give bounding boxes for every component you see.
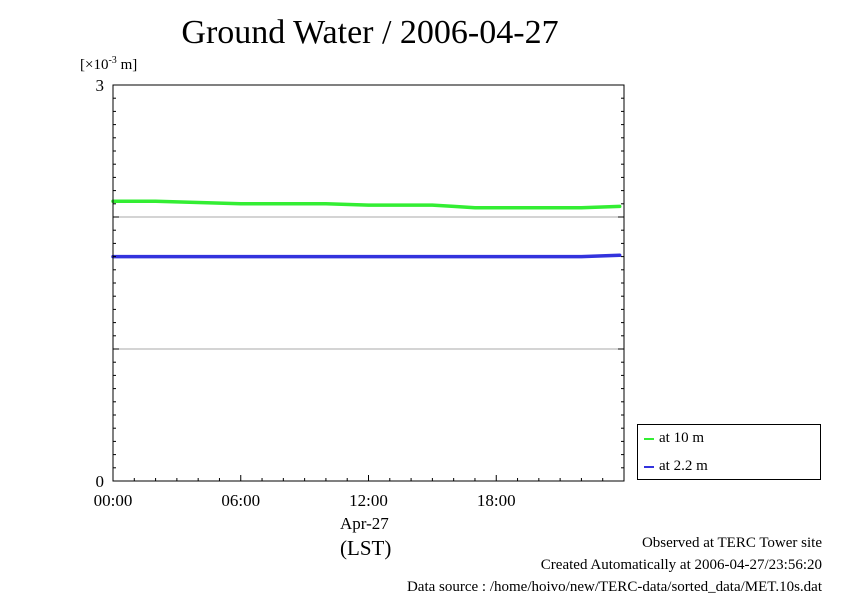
y-axis-unit-label: [×10-3 m] bbox=[80, 55, 137, 74]
y-unit-base: [×10 bbox=[80, 57, 109, 73]
plot-frame bbox=[112, 84, 625, 482]
x-tick-label-1: 06:00 bbox=[221, 491, 260, 510]
legend-item-10m: at 10 m bbox=[644, 430, 704, 447]
legend-label-10m: at 10 m bbox=[659, 430, 704, 446]
legend-swatch-10m bbox=[644, 437, 654, 440]
series-line-0 bbox=[111, 199, 622, 210]
footer-created: Created Automatically at 2006-04-27/23:5… bbox=[540, 557, 822, 573]
chart-title: Ground Water / 2006-04-27 bbox=[181, 14, 559, 51]
footer-observed: Observed at TERC Tower site bbox=[641, 535, 822, 551]
series-line-1 bbox=[111, 253, 622, 259]
legend-item-2-2m: at 2.2 m bbox=[644, 458, 708, 475]
legend-swatch-2-2m bbox=[644, 465, 654, 468]
y-unit-suffix: m] bbox=[116, 57, 138, 73]
y-unit-exponent: -3 bbox=[108, 55, 117, 66]
x-tick-label-0: 00:00 bbox=[94, 491, 133, 510]
y-tick-label-0: 0 bbox=[96, 472, 105, 491]
legend: at 10 m at 2.2 m bbox=[637, 424, 821, 480]
x-tick-label-2: 12:00 bbox=[349, 491, 388, 510]
x-axis-date-label: Apr-27 bbox=[340, 514, 389, 533]
x-tick-label-3: 18:00 bbox=[477, 491, 516, 510]
y-tick-label-3: 3 bbox=[96, 76, 105, 95]
series-layer bbox=[111, 199, 622, 259]
footer-source: Data source : /home/hoivo/new/TERC-data/… bbox=[406, 579, 822, 595]
grid-layer bbox=[113, 216, 624, 350]
x-axis-timezone-label: (LST) bbox=[340, 536, 392, 560]
legend-label-2-2m: at 2.2 m bbox=[659, 458, 708, 474]
tick-layer: 0 3 00:00 06:00 12:00 18:00 bbox=[94, 76, 625, 510]
